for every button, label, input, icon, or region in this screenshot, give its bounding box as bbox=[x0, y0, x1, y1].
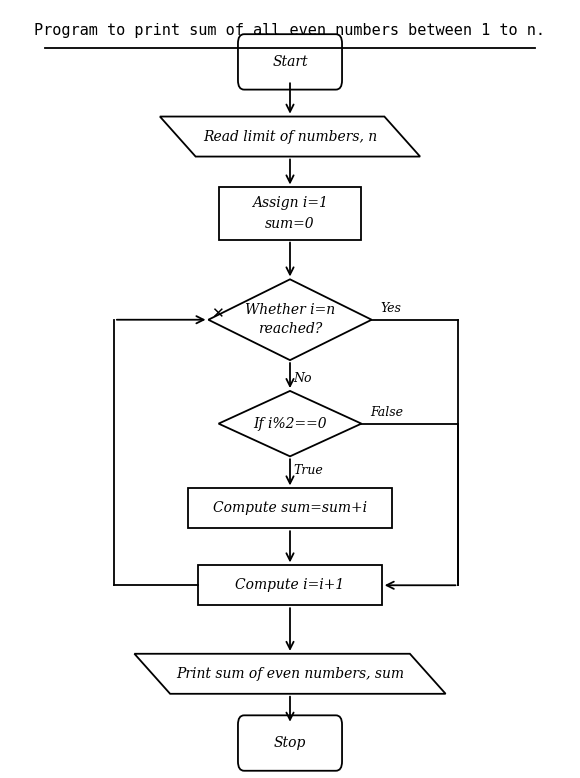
Text: Compute i=i+1: Compute i=i+1 bbox=[235, 578, 345, 592]
Text: Assign i=1
sum=0: Assign i=1 sum=0 bbox=[252, 196, 328, 231]
Text: Read limit of numbers, n: Read limit of numbers, n bbox=[203, 130, 377, 144]
Text: Print sum of even numbers, sum: Print sum of even numbers, sum bbox=[176, 667, 404, 681]
FancyBboxPatch shape bbox=[198, 566, 382, 605]
Text: Compute sum=sum+i: Compute sum=sum+i bbox=[213, 501, 367, 515]
FancyBboxPatch shape bbox=[238, 715, 342, 771]
FancyBboxPatch shape bbox=[188, 489, 392, 528]
Polygon shape bbox=[208, 279, 372, 360]
Text: False: False bbox=[371, 406, 404, 419]
Text: Start: Start bbox=[272, 55, 308, 69]
Polygon shape bbox=[219, 391, 361, 457]
Text: ✕: ✕ bbox=[211, 306, 224, 321]
Text: If i%2==0: If i%2==0 bbox=[253, 417, 327, 431]
Text: True: True bbox=[293, 464, 323, 477]
Polygon shape bbox=[135, 654, 445, 694]
FancyBboxPatch shape bbox=[238, 34, 342, 89]
Polygon shape bbox=[160, 117, 420, 156]
FancyBboxPatch shape bbox=[219, 187, 361, 240]
Text: No: No bbox=[293, 372, 312, 384]
Text: Yes: Yes bbox=[381, 303, 402, 315]
Text: Program to print sum of all even numbers between 1 to n.: Program to print sum of all even numbers… bbox=[34, 23, 546, 38]
Text: Stop: Stop bbox=[274, 736, 306, 750]
Text: Whether i=n
reached?: Whether i=n reached? bbox=[245, 303, 335, 336]
